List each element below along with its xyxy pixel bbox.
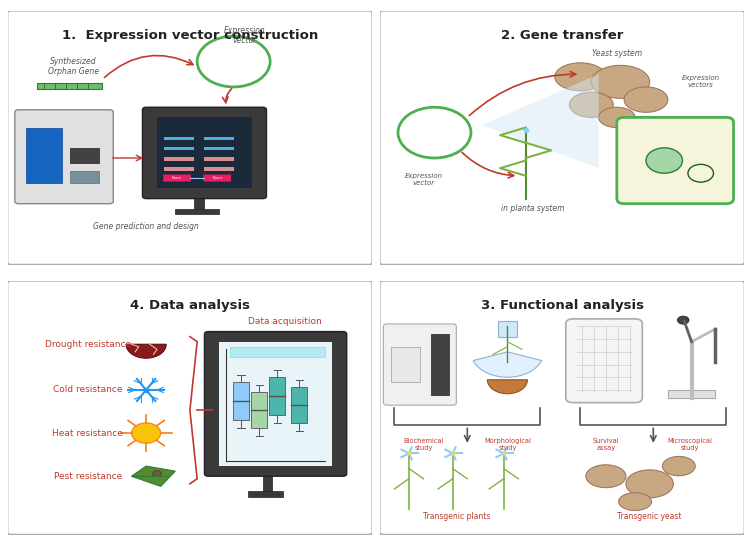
Bar	[291, 387, 308, 423]
Text: Cold resistance: Cold resistance	[53, 386, 123, 394]
Text: Drought resistance: Drought resistance	[44, 340, 131, 349]
Text: 4. Data analysis: 4. Data analysis	[130, 299, 250, 312]
FancyBboxPatch shape	[8, 11, 372, 265]
Ellipse shape	[626, 470, 673, 498]
Bar	[165, 167, 193, 171]
Text: in planta system: in planta system	[501, 204, 565, 213]
Ellipse shape	[663, 456, 696, 476]
FancyBboxPatch shape	[8, 281, 372, 535]
Bar	[175, 209, 219, 214]
FancyBboxPatch shape	[203, 174, 231, 181]
FancyBboxPatch shape	[566, 319, 642, 403]
Bar	[37, 83, 102, 90]
Bar	[205, 147, 234, 150]
Text: Transgenic yeast: Transgenic yeast	[617, 512, 682, 521]
Text: Morphological
study: Morphological study	[484, 438, 531, 451]
FancyBboxPatch shape	[142, 107, 266, 199]
Bar	[157, 117, 252, 188]
Text: Gene prediction and design: Gene prediction and design	[93, 222, 199, 231]
Bar	[205, 157, 234, 160]
Bar	[248, 491, 283, 497]
Text: 1.  Expression vector construction: 1. Expression vector construction	[62, 29, 318, 42]
Wedge shape	[473, 352, 541, 377]
Circle shape	[678, 316, 689, 324]
Text: 3. Functional analysis: 3. Functional analysis	[481, 299, 644, 312]
Text: Expression
vectors: Expression vectors	[681, 76, 720, 89]
Bar	[233, 382, 249, 420]
Text: Synthesized
Orphan Gene: Synthesized Orphan Gene	[47, 57, 99, 76]
Bar	[269, 377, 286, 415]
FancyBboxPatch shape	[205, 332, 347, 476]
FancyBboxPatch shape	[380, 281, 744, 535]
Polygon shape	[132, 466, 175, 487]
Ellipse shape	[555, 63, 606, 91]
Ellipse shape	[624, 87, 668, 112]
Bar	[668, 390, 715, 397]
Bar	[205, 137, 234, 140]
Text: Pest resistance: Pest resistance	[53, 472, 122, 481]
Ellipse shape	[591, 65, 650, 98]
Bar	[69, 148, 99, 163]
FancyBboxPatch shape	[380, 11, 744, 265]
FancyBboxPatch shape	[617, 117, 733, 204]
Text: 2. Gene transfer: 2. Gene transfer	[501, 29, 623, 42]
Bar	[165, 147, 193, 150]
Circle shape	[646, 148, 683, 173]
Text: Expression
vector: Expression vector	[223, 26, 265, 45]
Bar	[26, 127, 62, 184]
Text: Transgenic plants: Transgenic plants	[423, 512, 490, 521]
Bar	[165, 137, 193, 140]
Text: Exon: Exon	[172, 176, 182, 180]
Polygon shape	[482, 74, 599, 168]
Text: Expression
vector: Expression vector	[405, 173, 443, 186]
Text: Biochemical
study: Biochemical study	[403, 438, 444, 451]
Ellipse shape	[586, 465, 626, 488]
Ellipse shape	[569, 92, 613, 117]
Bar	[431, 334, 449, 395]
Text: Exon: Exon	[212, 176, 223, 180]
Wedge shape	[487, 380, 527, 394]
Bar	[205, 167, 234, 171]
Bar	[391, 347, 420, 382]
FancyBboxPatch shape	[163, 174, 191, 181]
Bar	[69, 171, 99, 184]
Ellipse shape	[619, 492, 651, 510]
Bar	[165, 157, 193, 160]
Text: Heat resistance: Heat resistance	[53, 429, 123, 437]
Bar	[193, 196, 205, 211]
Wedge shape	[126, 345, 166, 358]
Text: Microscopical
study: Microscopical study	[667, 438, 712, 451]
FancyBboxPatch shape	[15, 110, 114, 204]
FancyBboxPatch shape	[384, 324, 456, 405]
Bar	[219, 342, 332, 466]
Circle shape	[153, 471, 162, 477]
Bar	[230, 347, 325, 357]
Bar	[499, 321, 517, 336]
Circle shape	[132, 423, 161, 443]
Text: Survival
assay: Survival assay	[593, 438, 619, 451]
Text: Yeast system: Yeast system	[592, 50, 642, 58]
Bar	[251, 393, 267, 428]
Bar	[263, 474, 272, 494]
Text: Data acquisition: Data acquisition	[248, 317, 322, 326]
Ellipse shape	[599, 107, 635, 127]
